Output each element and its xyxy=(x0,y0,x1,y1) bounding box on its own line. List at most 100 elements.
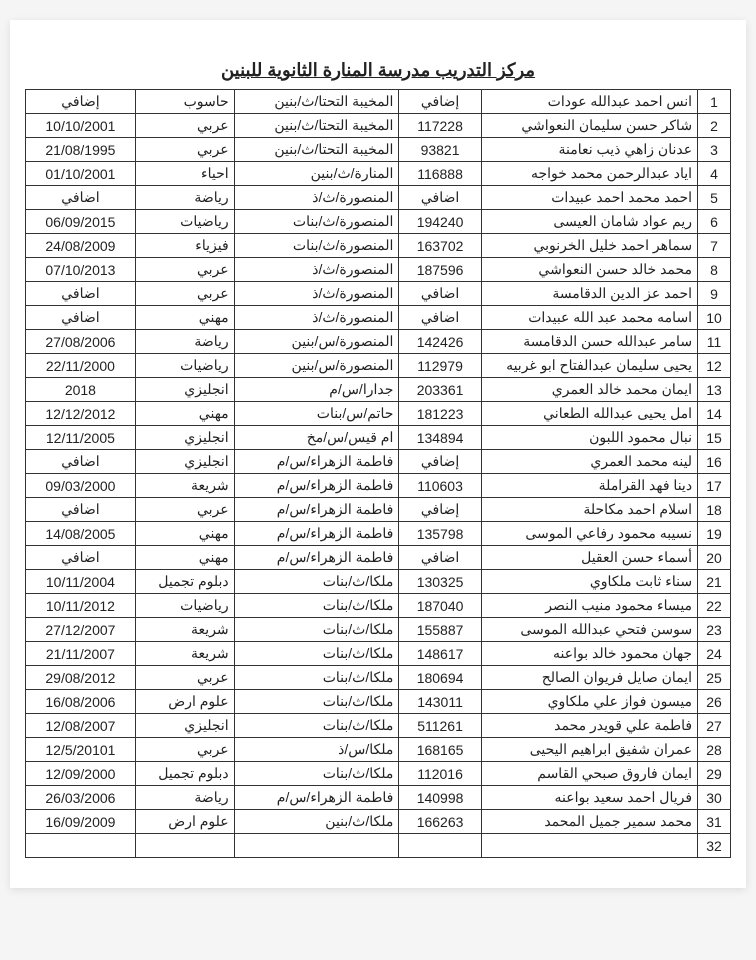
cell-code: إضافي xyxy=(399,90,481,114)
cell-date: اضافي xyxy=(26,282,136,306)
cell-school: المنصورة/ث/ذ xyxy=(234,186,399,210)
cell-date: 06/09/2015 xyxy=(26,210,136,234)
table-row: 27فاطمة علي قويدر محمد511261ملكا/ث/بناتا… xyxy=(26,714,731,738)
cell-num: 11 xyxy=(698,330,731,354)
cell-school: المخيبة التحتا/ث/بنين xyxy=(234,90,399,114)
cell-name: محمد خالد حسن النعواشي xyxy=(481,258,697,282)
cell-num: 29 xyxy=(698,762,731,786)
cell-subject: عربي xyxy=(135,666,234,690)
cell-code: 163702 xyxy=(399,234,481,258)
cell-subject: انجليزي xyxy=(135,426,234,450)
cell-school: ملكا/ث/بنات xyxy=(234,690,399,714)
table-row: 10اسامه محمد عبد الله عبيداتاضافيالمنصور… xyxy=(26,306,731,330)
cell-code: إضافي xyxy=(399,450,481,474)
cell-subject: رياضيات xyxy=(135,354,234,378)
cell-num: 15 xyxy=(698,426,731,450)
cell-school: ملكا/ث/بنات xyxy=(234,762,399,786)
table-row: 23سوسن فتحي عبدالله الموسى155887ملكا/ث/ب… xyxy=(26,618,731,642)
cell-subject: علوم ارض xyxy=(135,810,234,834)
cell-subject: فيزياء xyxy=(135,234,234,258)
cell-num: 1 xyxy=(698,90,731,114)
cell-code: 112016 xyxy=(399,762,481,786)
cell-code: 110603 xyxy=(399,474,481,498)
cell-school: ام قيس/س/مخ xyxy=(234,426,399,450)
cell-subject: عربي xyxy=(135,114,234,138)
cell-num: 22 xyxy=(698,594,731,618)
cell-name: دينا فهد القراملة xyxy=(481,474,697,498)
table-row: 31محمد سمير جميل المحمد166263ملكا/ث/بنين… xyxy=(26,810,731,834)
cell-school: المنارة/ث/بنين xyxy=(234,162,399,186)
table-row: 30فريال احمد سعيد بواعنه140998فاطمة الزه… xyxy=(26,786,731,810)
cell-date: 14/08/2005 xyxy=(26,522,136,546)
cell-date: اضافي xyxy=(26,186,136,210)
cell-code: اضافي xyxy=(399,546,481,570)
table-row: 25ايمان صايل فريوان الصالح180694ملكا/ث/ب… xyxy=(26,666,731,690)
cell-subject: انجليزي xyxy=(135,714,234,738)
table-row: 14امل يحيى عبدالله الطعاني181223حاتم/س/ب… xyxy=(26,402,731,426)
cell-code: 142426 xyxy=(399,330,481,354)
cell-subject: انجليزي xyxy=(135,378,234,402)
cell-code: اضافي xyxy=(399,186,481,210)
cell-code: 112979 xyxy=(399,354,481,378)
cell-school: فاطمة الزهراء/س/م xyxy=(234,522,399,546)
cell-name: سوسن فتحي عبدالله الموسى xyxy=(481,618,697,642)
cell-subject: شريعة xyxy=(135,642,234,666)
cell-code: إضافي xyxy=(399,498,481,522)
cell-num: 27 xyxy=(698,714,731,738)
cell-date: 12/11/2005 xyxy=(26,426,136,450)
cell-code: 194240 xyxy=(399,210,481,234)
cell-date: 16/09/2009 xyxy=(26,810,136,834)
cell-date: 27/08/2006 xyxy=(26,330,136,354)
table-row: 5احمد محمد احمد عبيداتاضافيالمنصورة/ث/ذر… xyxy=(26,186,731,210)
cell-num: 24 xyxy=(698,642,731,666)
cell-name: ريم عواد شامان العيسى xyxy=(481,210,697,234)
cell-name: نسيبه محمود رفاعي الموسى xyxy=(481,522,697,546)
cell-code: اضافي xyxy=(399,306,481,330)
cell-date: 22/11/2000 xyxy=(26,354,136,378)
document-page: مركز التدريب مدرسة المنارة الثانوية للبن… xyxy=(10,20,746,888)
cell-num: 30 xyxy=(698,786,731,810)
cell-subject: رياضة xyxy=(135,186,234,210)
cell-school: المنصورة/س/بنين xyxy=(234,330,399,354)
cell-num: 28 xyxy=(698,738,731,762)
cell-subject: انجليزي xyxy=(135,450,234,474)
table-row: 18اسلام احمد مكاحلةإضافيفاطمة الزهراء/س/… xyxy=(26,498,731,522)
cell-date: 12/12/2012 xyxy=(26,402,136,426)
cell-num: 9 xyxy=(698,282,731,306)
cell-school: ملكا/س/ذ xyxy=(234,738,399,762)
cell-code: 148617 xyxy=(399,642,481,666)
cell-num: 5 xyxy=(698,186,731,210)
cell-date: 12/09/2000 xyxy=(26,762,136,786)
cell-code: 130325 xyxy=(399,570,481,594)
cell-school: ملكا/ث/بنات xyxy=(234,666,399,690)
cell-num: 14 xyxy=(698,402,731,426)
cell-school: ملكا/ث/بنات xyxy=(234,618,399,642)
cell-code: 181223 xyxy=(399,402,481,426)
cell-subject: مهني xyxy=(135,402,234,426)
cell-name: ميسون فواز علي ملكاوي xyxy=(481,690,697,714)
cell-num: 32 xyxy=(698,834,731,858)
cell-name: ايمان صايل فريوان الصالح xyxy=(481,666,697,690)
table-row: 9احمد عز الدين الدقامسةاضافيالمنصورة/ث/ذ… xyxy=(26,282,731,306)
cell-name: احمد محمد احمد عبيدات xyxy=(481,186,697,210)
cell-subject: رياضة xyxy=(135,786,234,810)
cell-school: ملكا/ث/بنات xyxy=(234,714,399,738)
cell-subject: رياضيات xyxy=(135,210,234,234)
cell-school: ملكا/ث/بنين xyxy=(234,810,399,834)
cell-school: المنصورة/ث/بنات xyxy=(234,234,399,258)
cell-subject: عربي xyxy=(135,738,234,762)
cell-name: ايمان فاروق صبحي القاسم xyxy=(481,762,697,786)
cell-date: اضافي xyxy=(26,450,136,474)
cell-date: 10/11/2004 xyxy=(26,570,136,594)
cell-num: 26 xyxy=(698,690,731,714)
cell-code: 168165 xyxy=(399,738,481,762)
table-row: 29ايمان فاروق صبحي القاسم112016ملكا/ث/بن… xyxy=(26,762,731,786)
cell-date: اضافي xyxy=(26,306,136,330)
cell-school: ملكا/ث/بنات xyxy=(234,594,399,618)
cell-num: 19 xyxy=(698,522,731,546)
cell-name: ايمان محمد خالد العمري xyxy=(481,378,697,402)
cell-subject: رياضيات xyxy=(135,594,234,618)
table-row: 24جهان محمود خالد بواعنه148617ملكا/ث/بنا… xyxy=(26,642,731,666)
cell-name: فاطمة علي قويدر محمد xyxy=(481,714,697,738)
cell-date: 26/03/2006 xyxy=(26,786,136,810)
